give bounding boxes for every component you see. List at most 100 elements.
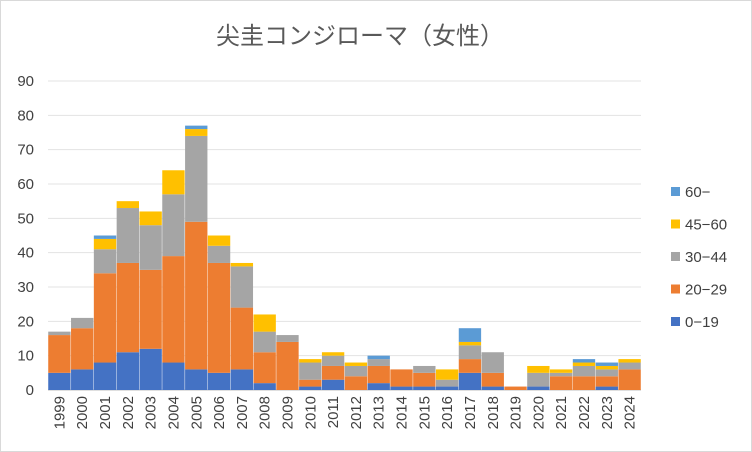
bar-segment xyxy=(276,341,299,390)
bar-segment xyxy=(367,355,390,360)
bar-segment xyxy=(390,369,413,387)
bar-segment xyxy=(185,369,208,390)
legend-label: 20−29 xyxy=(685,282,727,299)
bar-segment xyxy=(93,362,117,390)
x-tick-label: 2015 xyxy=(416,396,433,429)
bar-segment xyxy=(162,362,185,390)
bar-segment xyxy=(139,269,162,349)
x-tick-label: 2005 xyxy=(188,396,205,429)
bar-segment xyxy=(162,194,185,257)
y-tick-label: 30 xyxy=(17,279,34,296)
bar-segment xyxy=(207,245,231,263)
bar-segment xyxy=(299,386,322,390)
bar-segment xyxy=(207,372,231,390)
x-tick-label: 2024 xyxy=(622,396,639,429)
legend-swatch xyxy=(671,219,680,229)
y-tick-label: 90 xyxy=(17,73,34,90)
x-tick-label: 2014 xyxy=(394,396,411,429)
bar-segment xyxy=(481,372,504,387)
x-tick-label: 2006 xyxy=(211,396,228,429)
bar-segment xyxy=(618,362,641,370)
x-tick-label: 2002 xyxy=(120,396,137,429)
x-tick-label: 2010 xyxy=(302,396,319,429)
y-tick-label: 70 xyxy=(17,142,34,159)
bar-segment xyxy=(48,331,71,336)
bar-segment xyxy=(413,386,436,390)
bar-segment xyxy=(93,235,117,239)
bar-segment xyxy=(595,362,618,366)
bar-segment xyxy=(299,379,322,387)
bar-segment xyxy=(458,359,482,373)
bar-segment xyxy=(207,262,231,373)
x-tick-label: 2020 xyxy=(530,396,547,429)
legend-swatch xyxy=(671,284,680,294)
x-tick-label: 2017 xyxy=(462,396,479,429)
x-tick-label: 2013 xyxy=(371,396,388,429)
y-tick-label: 50 xyxy=(17,210,34,227)
legend-swatch xyxy=(671,317,680,326)
bar-segment xyxy=(253,352,276,384)
legend-label: 45−60 xyxy=(685,217,727,234)
x-tick-label: 2004 xyxy=(165,396,182,429)
x-tick-label: 2016 xyxy=(439,396,456,429)
bar-segment xyxy=(116,201,140,209)
bars xyxy=(48,125,641,390)
x-tick-label: 2007 xyxy=(234,396,251,429)
x-tick-label: 1999 xyxy=(51,396,68,429)
x-tick-label: 2023 xyxy=(599,396,616,429)
bar-segment xyxy=(93,249,117,274)
bar-segment xyxy=(549,372,573,377)
bar-segment xyxy=(321,379,345,390)
bar-segment xyxy=(230,262,254,267)
y-tick-label: 80 xyxy=(17,107,34,124)
bar-segment xyxy=(93,273,117,363)
y-tick-label: 10 xyxy=(17,348,34,365)
bar-segment xyxy=(253,314,276,332)
bar-segment xyxy=(618,359,641,363)
bar-segment xyxy=(71,328,94,370)
bar-segment xyxy=(162,256,185,363)
y-tick-label: 0 xyxy=(26,382,34,399)
bar-segment xyxy=(367,365,390,384)
bar-segment xyxy=(139,211,162,226)
bar-segment xyxy=(595,386,618,390)
bar-segment xyxy=(458,341,482,346)
bar-segment xyxy=(481,352,504,373)
bar-segment xyxy=(344,365,368,377)
bar-segment xyxy=(481,386,504,390)
bar-segment xyxy=(618,369,641,390)
bar-segment xyxy=(185,125,208,130)
bar-segment xyxy=(162,170,185,195)
x-tick-label: 2008 xyxy=(257,396,274,429)
x-tick-label: 2019 xyxy=(508,396,525,429)
bar-segment xyxy=(572,365,596,377)
bar-segment xyxy=(413,372,436,387)
bar-segment xyxy=(435,386,459,390)
bar-segment xyxy=(595,365,618,370)
bar-segment xyxy=(321,352,345,356)
x-tick-label: 2009 xyxy=(279,396,296,429)
x-tick-label: 2011 xyxy=(325,396,342,428)
y-tick-label: 40 xyxy=(17,245,34,262)
x-tick-label: 2018 xyxy=(485,396,502,429)
legend-label: 0−19 xyxy=(685,314,719,331)
x-tick-label: 2022 xyxy=(576,396,593,429)
bar-segment xyxy=(367,383,390,390)
bar-segment xyxy=(93,238,117,250)
bar-segment xyxy=(595,369,618,377)
x-tick-label: 2003 xyxy=(143,396,160,429)
bar-segment xyxy=(276,335,299,342)
bar-segment xyxy=(435,379,459,387)
y-axis: 0 10 20 30 40 50 60 70 80 90 xyxy=(17,73,34,399)
bar-segment xyxy=(458,345,482,360)
bar-segment xyxy=(230,369,254,390)
bar-segment xyxy=(527,372,550,387)
bar-segment xyxy=(139,225,162,270)
y-tick-label: 60 xyxy=(17,176,34,193)
bar-segment xyxy=(367,359,390,366)
legend-swatch xyxy=(671,252,680,261)
bar-segment xyxy=(48,372,71,390)
bar-segment xyxy=(139,348,162,390)
bar-segment xyxy=(527,365,550,373)
bar-segment xyxy=(572,362,596,366)
